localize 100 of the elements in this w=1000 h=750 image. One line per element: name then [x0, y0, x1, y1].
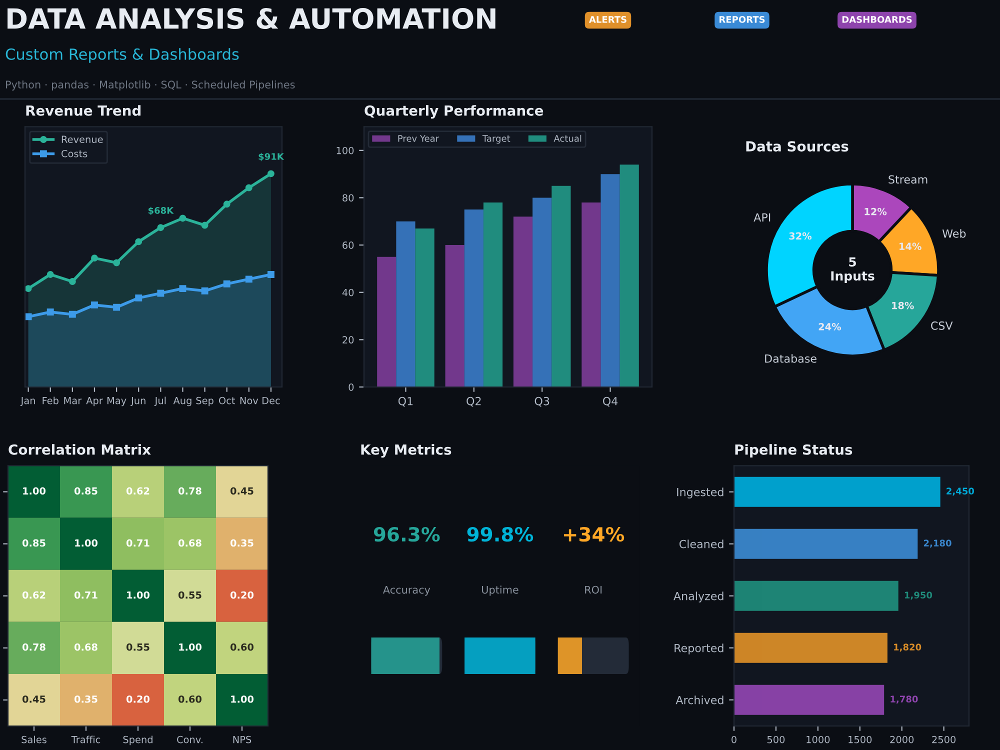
data-label: 0.55 — [178, 591, 202, 599]
data-label: 0.55 — [126, 643, 150, 651]
y-tick-label: Cleaned — [679, 540, 724, 548]
point — [223, 200, 230, 208]
bar — [513, 216, 533, 387]
data-label: $91K — [258, 152, 284, 162]
x-tick-label: Q1 — [398, 396, 413, 407]
point — [46, 308, 54, 316]
text: DASHBOARDS — [842, 16, 912, 23]
y-tick-label: Reported — [674, 644, 724, 654]
data-label: 0.62 — [126, 487, 150, 495]
point — [201, 222, 208, 229]
point — [25, 285, 32, 292]
data-label: 0.20 — [126, 695, 150, 703]
y-tick-label: Archived — [676, 696, 724, 704]
legend-label: Prev Year — [398, 135, 440, 142]
data-label: 18% — [892, 302, 914, 310]
data-label: 32% — [789, 232, 812, 240]
x-tick-label: Feb — [42, 396, 58, 404]
point — [245, 184, 252, 192]
chart-title: Correlation Matrix — [8, 444, 151, 455]
x-tick-label: 1000 — [806, 736, 830, 744]
data-label: 0.85 — [74, 487, 98, 495]
x-tick-label: Jul — [154, 396, 166, 406]
slice-label: Web — [942, 229, 966, 238]
data-label: 0.85 — [22, 539, 46, 547]
slice-label: Stream — [888, 175, 928, 184]
bar — [734, 580, 898, 611]
data-label: 0.68 — [74, 643, 98, 651]
point — [91, 301, 98, 308]
point — [113, 259, 120, 266]
data-label: 0.78 — [22, 643, 46, 651]
slice-label: API — [754, 213, 770, 222]
point — [179, 214, 186, 222]
bar — [377, 256, 396, 387]
slice-label: CSV — [931, 321, 953, 330]
point — [113, 304, 120, 311]
data-label: 24% — [818, 323, 842, 330]
x-tick-label: Q4 — [602, 396, 618, 407]
text: REPORTS — [720, 16, 765, 23]
x-tick-label: Dec — [262, 397, 280, 404]
category-label: Accuracy — [382, 586, 430, 596]
bar — [620, 164, 639, 387]
x-tick-label: 0 — [732, 736, 736, 744]
data-label: 0.60 — [230, 643, 254, 651]
chart-title: Data Sources — [746, 141, 848, 152]
point — [91, 254, 98, 262]
y-tick-label: 60 — [342, 242, 354, 249]
data-label: 0.20 — [230, 591, 254, 599]
x-tick-label: 2500 — [932, 736, 956, 744]
data-label: 96.3% — [374, 526, 440, 542]
legend-label: Revenue — [62, 136, 103, 144]
bar — [734, 528, 918, 559]
point — [245, 276, 252, 283]
point — [68, 278, 76, 285]
y-tick-label: 0 — [348, 383, 354, 391]
point — [267, 271, 274, 278]
point — [267, 170, 274, 178]
chart-title: Revenue Trend — [26, 105, 140, 116]
data-label: 0.45 — [22, 695, 46, 703]
bar — [734, 684, 884, 715]
legend-label: Actual — [554, 134, 582, 142]
x-tick-label: Spend — [123, 736, 152, 746]
x-tick-label: Sales — [22, 736, 46, 744]
data-label: 0.78 — [178, 487, 202, 495]
point — [68, 310, 76, 318]
bar — [734, 632, 888, 663]
category-label: Uptime — [482, 586, 518, 596]
data-label: 0.62 — [22, 591, 46, 599]
text: 5 Inputs — [831, 257, 874, 284]
point — [179, 285, 186, 292]
bar — [582, 202, 601, 387]
data-label: 0.71 — [74, 591, 98, 599]
data-label: 2,450 — [946, 488, 974, 496]
data-label: +34% — [564, 526, 624, 542]
data-label: 2,180 — [924, 540, 952, 548]
point — [157, 290, 164, 297]
data-label: 1,820 — [894, 644, 922, 652]
chart-title: Pipeline Status — [735, 444, 852, 458]
data-label: 0.35 — [74, 695, 98, 703]
data-label: 1,950 — [904, 592, 932, 600]
point — [135, 294, 142, 302]
y-tick-label: 40 — [342, 288, 354, 296]
text: Python · pandas · Matplotlib · SQL · Scheduled Pipelines — [6, 80, 295, 91]
data-label: 0.71 — [126, 539, 150, 547]
data-label: 1.00 — [127, 591, 150, 599]
x-tick-label: Aug — [173, 397, 192, 406]
bar — [464, 210, 484, 387]
bar — [483, 202, 503, 387]
data-label: 0.60 — [178, 695, 202, 703]
point — [46, 271, 54, 278]
x-tick-label: May — [107, 397, 126, 406]
x-tick-label: 1500 — [848, 736, 872, 744]
x-tick-label: Q3 — [534, 396, 550, 407]
point — [25, 313, 32, 320]
bar — [734, 476, 940, 507]
point — [201, 287, 208, 294]
slice-label: Database — [765, 354, 816, 363]
data-label: $68K — [148, 206, 174, 216]
x-tick-label: Sep — [196, 396, 214, 406]
